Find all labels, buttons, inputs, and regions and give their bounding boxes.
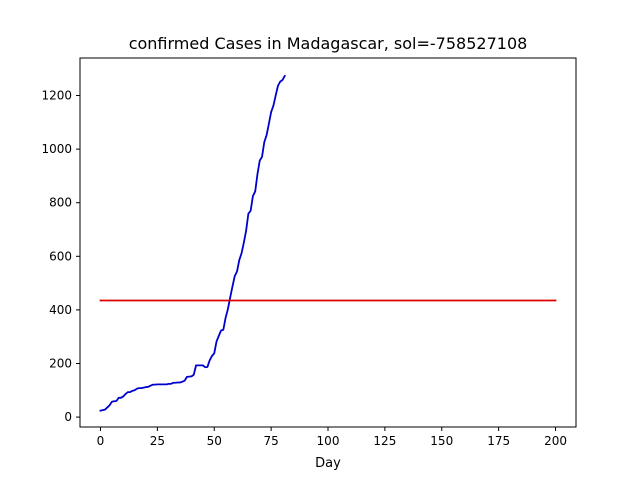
x-axis: 0 25 50 75 100 125 150 175 200 [97,427,567,448]
y-tick-label: 200 [49,356,72,370]
x-tick-label: 200 [544,434,567,448]
plot-frame [79,57,577,428]
y-tick-label: 0 [64,410,72,424]
x-tick-label: 25 [150,434,165,448]
y-tick-label: 1000 [41,142,72,156]
y-tick-label: 600 [49,249,72,263]
y-tick-label: 1200 [41,89,72,103]
x-tick-label: 50 [207,434,222,448]
y-tick-label: 400 [49,303,72,317]
y-tick-label: 800 [49,196,72,210]
chart-title: confirmed Cases in Madagascar, sol=-7585… [129,34,528,53]
x-tick-label: 150 [430,434,453,448]
x-tick-label: 100 [317,434,340,448]
series-line-1 [99,74,286,412]
x-axis-label: Day [315,456,341,471]
x-tick-label: 125 [373,434,396,448]
x-tick-label: 75 [263,434,278,448]
y-axis: 0 200 400 600 800 1000 1200 [41,89,80,424]
x-tick-label: 0 [97,434,105,448]
series-layer [99,74,557,412]
x-tick-label: 175 [487,434,510,448]
